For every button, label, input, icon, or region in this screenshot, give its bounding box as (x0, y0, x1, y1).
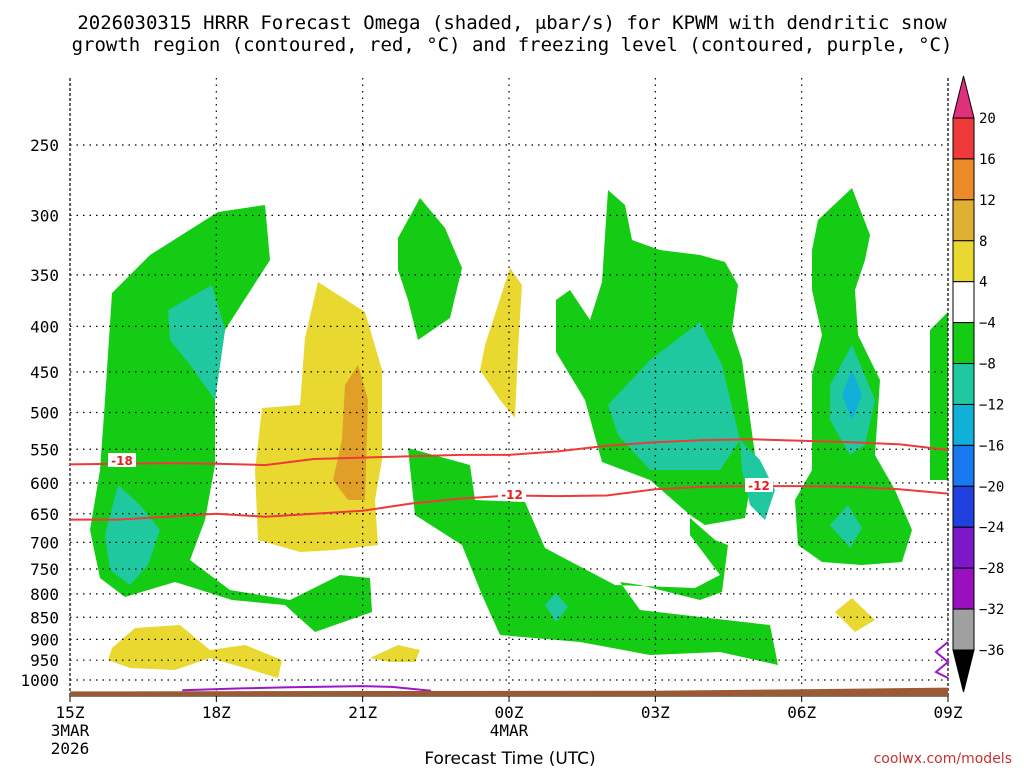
colorbar-label: −24 (979, 520, 1004, 536)
contour-label-bg (498, 487, 526, 501)
omega-yellow-region (108, 625, 282, 678)
y-tick-label: 550 (30, 440, 59, 459)
freezing-level-contour (182, 685, 432, 692)
x-axis-label: Forecast Time (UTC) (424, 749, 595, 768)
omega-teal-region (545, 593, 568, 622)
omega-blue-core (842, 370, 862, 420)
colorbar-label: −4 (979, 316, 996, 332)
y-tick-label: 350 (30, 266, 59, 285)
y-axis: 250 300 350 400 450 500 550 600 650 700 750 800 850 9… (20, 136, 59, 690)
credit-link[interactable]: coolwx.com/models (874, 751, 1012, 767)
omega-green-region (408, 448, 778, 665)
y-tick-label: 500 (30, 404, 59, 423)
contour-label-bg (745, 478, 773, 492)
omega-yellow-region (480, 268, 522, 418)
colorbar-swatch (952, 485, 975, 528)
x-tick-year: 2026 (51, 739, 90, 758)
omega-teal-region (830, 505, 862, 548)
colorbar-label: −32 (979, 602, 1004, 618)
grid-lines (70, 78, 948, 696)
omega-green-region (398, 198, 462, 340)
x-tick-label: 15Z (56, 703, 85, 722)
x-tick-date: 4MAR (490, 721, 529, 740)
x-tick-label: 18Z (202, 703, 231, 722)
y-tick-label: 450 (30, 363, 59, 382)
omega-teal-region (105, 485, 160, 585)
colorbar-swatch (952, 117, 975, 160)
x-tick-label: 06Z (787, 703, 816, 722)
y-tick-label: 1000 (20, 671, 59, 690)
omega-green-region (90, 205, 372, 632)
chart-title-line2: growth region (contoured, red, °C) and f… (72, 34, 953, 56)
colorbar-label: −36 (979, 643, 1004, 659)
y-tick-label: 750 (30, 560, 59, 579)
contour-label-lower: -12 (501, 488, 523, 502)
omega-shading (90, 188, 948, 678)
omega-green-region (930, 312, 948, 480)
contour-lines: -18 -12 -12 (69, 438, 950, 692)
colorbar-label: −20 (979, 479, 1004, 495)
colorbar-label: −28 (979, 561, 1004, 577)
omega-yellow-region (835, 598, 875, 632)
x-tick-label: 09Z (934, 703, 963, 722)
x-tick-label: 00Z (495, 703, 524, 722)
contour-label-bg (108, 453, 136, 467)
x-tick-label: 03Z (641, 703, 670, 722)
colorbar-label: 16 (979, 152, 996, 168)
colorbar-label: 12 (979, 193, 996, 209)
colorbar-swatch (952, 281, 975, 324)
colorbar-swatch (952, 158, 975, 201)
freezing-level-edge-contour (934, 641, 950, 679)
colorbar: 20 16 12 8 4 −4 −8 −12 −16 −20 −24 −28 −32 −36 (952, 75, 1004, 693)
colorbar-swatch (952, 526, 975, 569)
colorbar-label: 8 (979, 234, 987, 250)
y-tick-label: 250 (30, 136, 59, 155)
chart-title-line1: 2026030315 HRRR Forecast Omega (shaded, … (77, 12, 947, 34)
colorbar-label: −16 (979, 438, 1004, 454)
y-tick-label: 650 (30, 505, 59, 524)
omega-teal-region (168, 285, 225, 400)
y-tick-label: 800 (30, 585, 59, 604)
colorbar-label: −8 (979, 357, 996, 373)
colorbar-swatch (952, 608, 975, 651)
colorbar-bottom-arrow (952, 649, 975, 693)
colorbar-label: 4 (979, 275, 987, 291)
colorbar-label: 20 (979, 111, 996, 127)
ground-surface (70, 687, 948, 696)
dsg-upper-contour (69, 438, 949, 467)
colorbar-swatch (952, 363, 975, 405)
y-tick-label: 600 (30, 474, 59, 493)
colorbar-top-arrow (952, 75, 975, 119)
colorbar-swatch (952, 567, 975, 610)
colorbar-swatch (952, 240, 975, 283)
y-tick-label: 950 (30, 651, 59, 670)
omega-yellow-region (370, 645, 420, 662)
colorbar-swatch (952, 403, 975, 446)
y-tick-label: 700 (30, 533, 59, 552)
colorbar-label: −12 (979, 397, 1004, 413)
y-tick-label: 300 (30, 206, 59, 225)
x-tick-date: 3MAR (51, 721, 90, 740)
y-tick-label: 400 (30, 317, 59, 336)
y-tick-label: 850 (30, 608, 59, 627)
colorbar-swatch (952, 322, 975, 365)
contour-label-upper: -18 (111, 454, 133, 468)
y-tick-label: 900 (30, 630, 59, 649)
omega-orange-region (333, 365, 368, 500)
colorbar-swatch (952, 444, 975, 487)
omega-teal-region (608, 322, 740, 470)
colorbar-swatch (952, 199, 975, 242)
contour-label-lower-right: -12 (748, 479, 770, 493)
x-tick-label: 21Z (348, 703, 377, 722)
